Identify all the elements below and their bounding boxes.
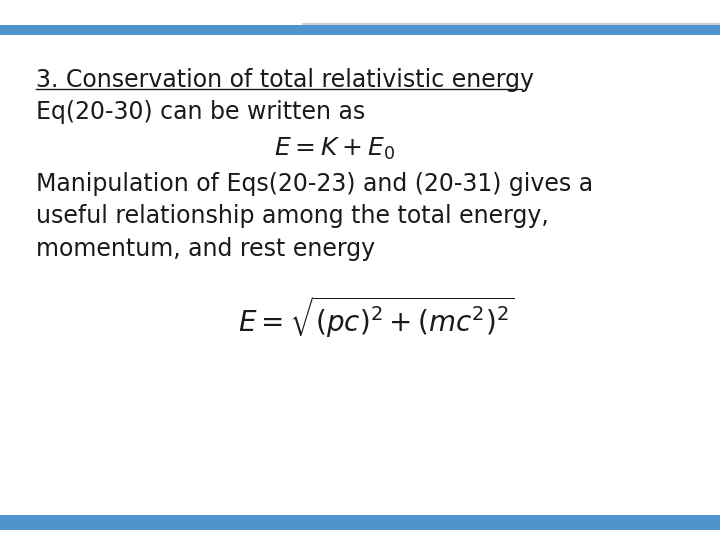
Text: useful relationship among the total energy,: useful relationship among the total ener…	[36, 204, 549, 228]
Text: 3. Conservation of total relativistic energy: 3. Conservation of total relativistic en…	[36, 68, 534, 91]
Bar	[0, 25, 720, 35]
Bar	[302, 23, 720, 30]
Text: momentum, and rest energy: momentum, and rest energy	[36, 237, 375, 260]
Bar	[0, 515, 720, 530]
Text: $E = \sqrt{(pc)^2 + (mc^2)^2}$: $E = \sqrt{(pc)^2 + (mc^2)^2}$	[238, 294, 515, 340]
Text: Eq(20-30) can be written as: Eq(20-30) can be written as	[36, 100, 365, 124]
Text: $E = K + E_0$: $E = K + E_0$	[274, 136, 395, 163]
Text: Manipulation of Eqs(20-23) and (20-31) gives a: Manipulation of Eqs(20-23) and (20-31) g…	[36, 172, 593, 195]
